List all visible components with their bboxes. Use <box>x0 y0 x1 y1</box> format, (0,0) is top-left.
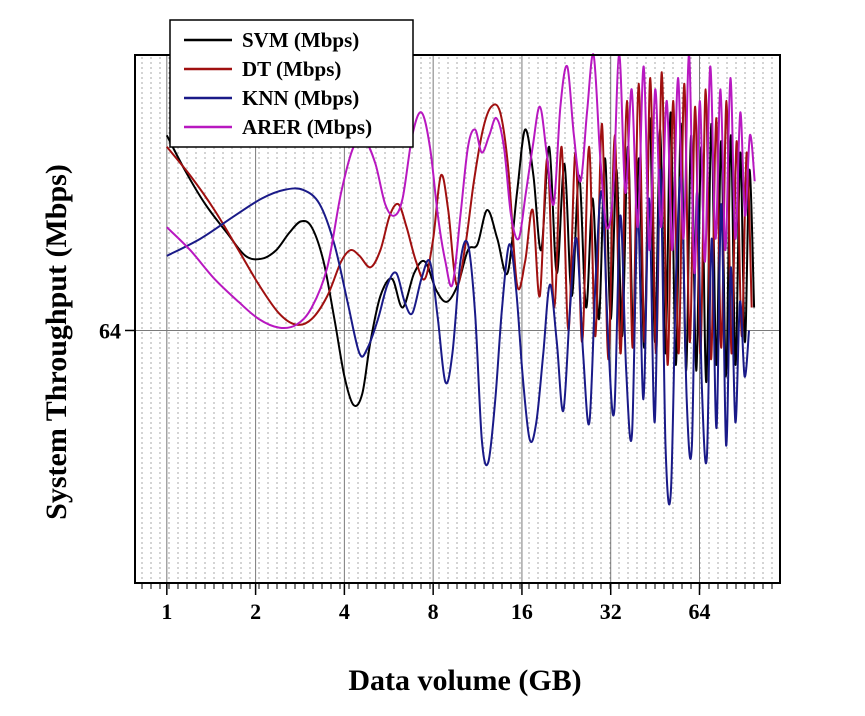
legend-label: KNN (Mbps) <box>242 86 359 110</box>
series-line-2 <box>166 168 750 506</box>
legend: SVM (Mbps) DT (Mbps) KNN (Mbps) ARER (Mbps) <box>169 19 414 148</box>
x-tick-label: 32 <box>600 599 622 624</box>
x-tick-label: 2 <box>250 599 261 624</box>
axis-ticks: 1 2 4 8 16 32 64 64 <box>99 318 773 624</box>
x-tick-label: 16 <box>511 599 533 624</box>
y-tick-label: 64 <box>99 318 121 343</box>
legend-label: ARER (Mbps) <box>242 115 372 139</box>
x-tick-label: 4 <box>339 599 350 624</box>
x-axis-title: Data volume (GB) <box>348 664 581 697</box>
x-tick-label: 64 <box>688 599 710 624</box>
x-tick-label: 1 <box>161 599 172 624</box>
legend-label: SVM (Mbps) <box>242 28 359 52</box>
series-line-0 <box>165 111 756 407</box>
x-tick-label: 8 <box>428 599 439 624</box>
legend-label: DT (Mbps) <box>242 57 341 81</box>
y-axis-title: System Throughput (Mbps) <box>40 164 73 520</box>
